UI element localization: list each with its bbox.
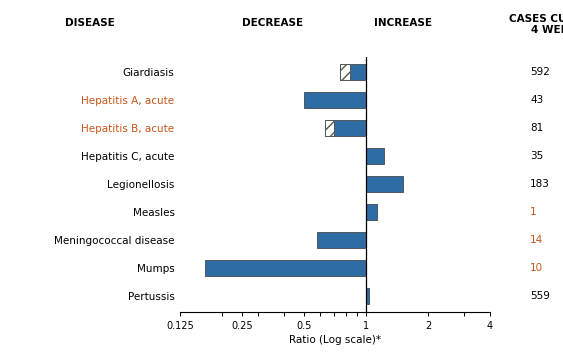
Text: 183: 183 [530, 179, 550, 189]
Bar [366, 289, 369, 304]
Text: 559: 559 [530, 291, 550, 301]
Text: 81: 81 [530, 123, 543, 133]
Text: 14: 14 [530, 235, 543, 245]
Bar [366, 148, 384, 164]
Bar [304, 92, 366, 108]
Bar [325, 120, 334, 136]
Text: 592: 592 [530, 67, 550, 77]
Text: CASES CURRENT
4 WEEKS: CASES CURRENT 4 WEEKS [509, 14, 563, 35]
Bar [318, 232, 366, 248]
Text: DECREASE: DECREASE [243, 18, 303, 28]
Bar [340, 64, 350, 80]
Text: DISEASE: DISEASE [65, 18, 115, 28]
Text: INCREASE: INCREASE [374, 18, 432, 28]
Text: 35: 35 [530, 151, 543, 161]
Bar [366, 176, 403, 192]
Bar [366, 204, 377, 220]
Text: 1: 1 [530, 207, 537, 217]
X-axis label: Ratio (Log scale)*: Ratio (Log scale)* [289, 335, 381, 345]
Bar [325, 120, 366, 136]
Text: 10: 10 [530, 263, 543, 273]
Bar [340, 64, 366, 80]
Bar [205, 261, 366, 276]
Text: 43: 43 [530, 95, 543, 105]
